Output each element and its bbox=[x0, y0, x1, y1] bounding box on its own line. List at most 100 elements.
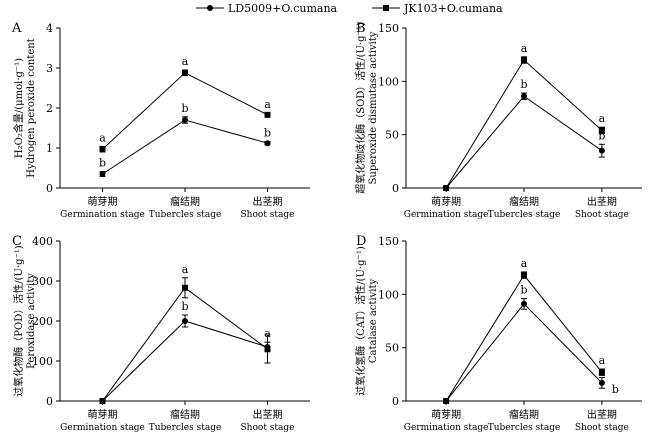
data-point-square bbox=[443, 398, 450, 404]
y-tick-label: 3 bbox=[46, 62, 53, 75]
y-axis-label-zh: 过氧化物酶（POD）活性/(U·g⁻¹) bbox=[12, 245, 25, 397]
x-tick-label-en: Shoot stage bbox=[575, 423, 629, 432]
panel-letter: C bbox=[12, 234, 22, 249]
y-axis-label-en: Peroxidase activity bbox=[26, 273, 37, 369]
significance-letter: b bbox=[181, 102, 188, 115]
panel-a: A 0 1 2 3 4 萌芽期 Germination stage 瘤结期 Tubercles s… bbox=[11, 21, 310, 220]
data-point-square bbox=[264, 346, 271, 352]
y-tick-label: 100 bbox=[32, 355, 53, 368]
legend-label-ld5009: LD5009+O.cumana bbox=[228, 2, 338, 15]
y-tick-label: 4 bbox=[46, 22, 53, 35]
significance-letter: a bbox=[182, 55, 189, 68]
data-point-circle bbox=[521, 300, 527, 307]
data-point-square bbox=[99, 398, 106, 404]
panel-letter: D bbox=[356, 234, 366, 249]
panel-c: C 0 100 200 300 400 萌芽期 Germination stage 瘤结期 Tub… bbox=[12, 234, 310, 432]
significance-letter: a bbox=[182, 263, 189, 276]
x-tick-label-zh: 出茎期 bbox=[253, 195, 283, 208]
x-tick-label-zh: 瘤结期 bbox=[509, 195, 539, 208]
y-tick-label: 100 bbox=[378, 75, 399, 88]
data-point-square bbox=[182, 69, 188, 76]
x-tick-label-en: Shoot stage bbox=[575, 210, 629, 220]
x-tick-label-en: Germination stage bbox=[60, 210, 145, 220]
data-point-square bbox=[598, 127, 605, 134]
y-axis-label-en: Superoxide dismutase activity bbox=[368, 31, 379, 184]
x-tick-label-en: Shoot stage bbox=[241, 210, 295, 220]
series-line bbox=[102, 119, 268, 175]
data-point-circle bbox=[264, 140, 271, 147]
x-tick-label-zh: 萌芽期 bbox=[431, 408, 461, 421]
y-tick-label: 2 bbox=[46, 102, 53, 115]
x-tick-label-en: Tubercles stage bbox=[488, 423, 561, 432]
y-tick-label: 400 bbox=[32, 235, 53, 248]
x-tick-label-zh: 出茎期 bbox=[587, 408, 617, 421]
y-tick-label: 50 bbox=[385, 342, 399, 355]
y-tick-label: 150 bbox=[378, 22, 399, 35]
x-tick-label-zh: 萌芽期 bbox=[88, 408, 118, 421]
data-point-circle bbox=[182, 318, 188, 324]
x-tick-label-en: Tubercles stage bbox=[488, 210, 561, 220]
y-tick-label: 200 bbox=[32, 315, 53, 328]
panel-b: B 0 50 100 150 萌芽期 Germination stage 瘤结期 Tubercl… bbox=[354, 21, 642, 220]
significance-letter: a bbox=[264, 327, 271, 340]
data-point-circle bbox=[182, 117, 188, 123]
y-tick-label: 1 bbox=[46, 142, 53, 155]
legend: LD5009+O.cumana JK103+O.cumana bbox=[196, 2, 503, 15]
x-tick-label-zh: 出茎期 bbox=[253, 408, 283, 421]
y-axis-label-en: Catalase activity bbox=[368, 279, 379, 364]
data-point-square bbox=[598, 369, 605, 376]
legend-marker-jk103 bbox=[383, 5, 389, 11]
panel-letter: A bbox=[11, 21, 22, 36]
x-tick-label-en: Tubercles stage bbox=[149, 210, 222, 220]
x-tick-label-en: Germination stage bbox=[60, 423, 145, 432]
x-tick-label-en: Germination stage bbox=[404, 423, 489, 432]
significance-letter: b bbox=[99, 157, 106, 170]
y-tick-label: 300 bbox=[32, 275, 53, 288]
y-tick-label: 0 bbox=[392, 395, 399, 408]
data-point-circle bbox=[598, 379, 605, 386]
data-point-square bbox=[99, 146, 106, 153]
legend-label-jk103: JK103+O.cumana bbox=[403, 2, 503, 15]
y-tick-label: 100 bbox=[378, 288, 399, 301]
y-tick-label: 0 bbox=[46, 395, 53, 408]
x-tick-label-en: Tubercles stage bbox=[149, 423, 222, 432]
x-tick-label-en: Germination stage bbox=[404, 210, 489, 220]
significance-letter: b bbox=[612, 383, 619, 396]
significance-letter: a bbox=[599, 354, 606, 367]
y-axis-label-zh: 超氧化物歧化酶（SOD）活性/(U·g⁻¹) bbox=[354, 22, 367, 194]
data-point-circle bbox=[598, 147, 605, 154]
x-tick-label-zh: 瘤结期 bbox=[170, 408, 200, 421]
y-axis-label-zh: H₂O₂含量/(μmol·g⁻¹) bbox=[12, 58, 25, 158]
significance-letter: b bbox=[598, 129, 605, 142]
y-tick-label: 150 bbox=[378, 235, 399, 248]
x-tick-label-en: Shoot stage bbox=[241, 423, 295, 432]
data-point-square bbox=[264, 111, 271, 118]
y-tick-label: 0 bbox=[46, 182, 53, 195]
significance-letter: a bbox=[521, 42, 528, 55]
series-line bbox=[445, 303, 603, 402]
data-point-square bbox=[521, 272, 527, 279]
significance-letter: a bbox=[599, 112, 606, 125]
x-tick-label-zh: 瘤结期 bbox=[170, 195, 200, 208]
data-point-square bbox=[182, 284, 188, 291]
significance-letter: a bbox=[521, 257, 528, 270]
x-tick-label-zh: 萌芽期 bbox=[88, 195, 118, 208]
data-point-circle bbox=[521, 93, 527, 100]
legend-marker-ld5009 bbox=[207, 5, 213, 11]
x-tick-label-zh: 出茎期 bbox=[587, 195, 617, 208]
data-point-square bbox=[443, 185, 450, 191]
panel-d: D 0 50 100 150 萌芽期 Germination stage 瘤结期 Tubercl… bbox=[354, 234, 642, 432]
significance-letter: b bbox=[181, 300, 188, 313]
data-point-square bbox=[521, 57, 527, 63]
x-tick-label-zh: 萌芽期 bbox=[431, 195, 461, 208]
y-axis-label-en: Hydrogen peroxide content bbox=[26, 38, 37, 177]
significance-letter: a bbox=[99, 131, 106, 144]
significance-letter: b bbox=[520, 284, 527, 297]
panel-letter: B bbox=[356, 21, 366, 36]
y-axis-label-zh: 过氧化氢酶（CAT）活性/(U·g⁻¹) bbox=[354, 246, 367, 396]
significance-letter: b bbox=[264, 127, 271, 140]
x-tick-label-zh: 瘤结期 bbox=[509, 408, 539, 421]
panels: A 0 1 2 3 4 萌芽期 Germination stage 瘤结期 Tubercles s… bbox=[11, 21, 642, 432]
significance-letter: a bbox=[264, 98, 271, 111]
